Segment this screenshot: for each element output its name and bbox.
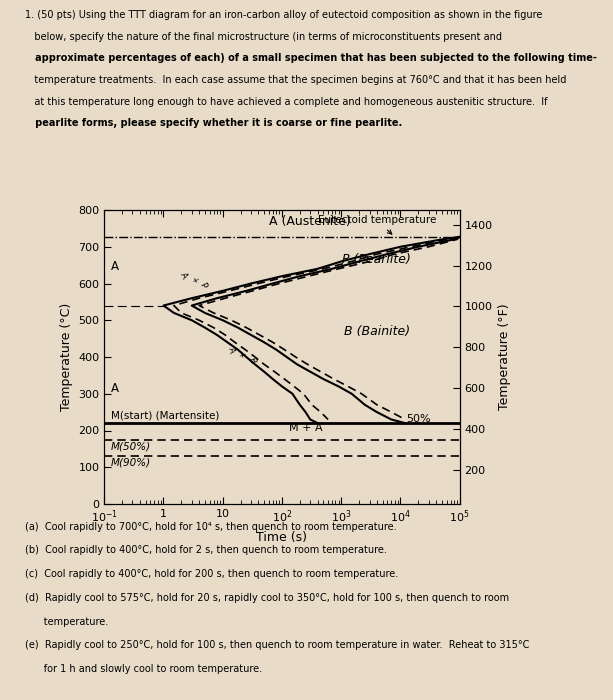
Text: (e)  Rapidly cool to 250°C, hold for 100 s, then quench to room temperature in w: (e) Rapidly cool to 250°C, hold for 100 … [25,640,529,650]
Text: P (Pearlite): P (Pearlite) [343,253,411,266]
Text: approximate percentages of each) of a small specimen that has been subjected to : approximate percentages of each) of a sm… [25,53,596,63]
Text: M(90%): M(90%) [111,458,151,468]
Text: (d)  Rapidly cool to 575°C, hold for 20 s, rapidly cool to 350°C, hold for 100 s: (d) Rapidly cool to 575°C, hold for 20 s… [25,593,509,603]
Text: A: A [226,346,237,354]
Text: +: + [188,275,199,285]
Text: B (Bainite): B (Bainite) [344,325,410,338]
Text: pearlite forms, please specify whether it is coarse or fine pearlite.: pearlite forms, please specify whether i… [25,118,402,128]
Text: B: B [246,356,256,364]
Text: M(start) (Martensite): M(start) (Martensite) [111,411,219,421]
Y-axis label: Temperature (°C): Temperature (°C) [59,303,73,411]
Text: temperature treatments.  In each case assume that the specimen begins at 760°C a: temperature treatments. In each case ass… [25,75,566,85]
X-axis label: Time (s): Time (s) [256,531,308,544]
Text: for 1 h and slowly cool to room temperature.: for 1 h and slowly cool to room temperat… [25,664,262,674]
Text: +: + [235,351,246,359]
Text: below, specify the nature of the final microstructure (in terms of microconstitu: below, specify the nature of the final m… [25,32,501,41]
Y-axis label: Temperature (°F): Temperature (°F) [498,304,511,410]
Text: M + A: M + A [289,423,322,433]
Text: M(50%): M(50%) [111,441,151,452]
Text: (b)  Cool rapidly to 400°C, hold for 2 s, then quench to room temperature.: (b) Cool rapidly to 400°C, hold for 2 s,… [25,545,386,555]
Text: temperature.: temperature. [25,617,108,626]
Text: Eutectoid temperature: Eutectoid temperature [318,216,436,234]
Text: A: A [110,382,119,395]
Text: A (Austenite): A (Austenite) [269,214,351,228]
Text: 50%: 50% [406,414,431,424]
Text: A: A [178,272,189,280]
Text: 1. (50 pts) Using the TTT diagram for an iron-carbon alloy of eutectoid composit: 1. (50 pts) Using the TTT diagram for an… [25,10,542,20]
Text: (a)  Cool rapidly to 700°C, hold for 10⁴ s, then quench to room temperature.: (a) Cool rapidly to 700°C, hold for 10⁴ … [25,522,396,531]
Text: A: A [110,260,119,274]
Text: (c)  Cool rapidly to 400°C, hold for 200 s, then quench to room temperature.: (c) Cool rapidly to 400°C, hold for 200 … [25,569,398,579]
Text: P: P [197,281,207,290]
Text: at this temperature long enough to have achieved a complete and homogeneous aust: at this temperature long enough to have … [25,97,547,106]
